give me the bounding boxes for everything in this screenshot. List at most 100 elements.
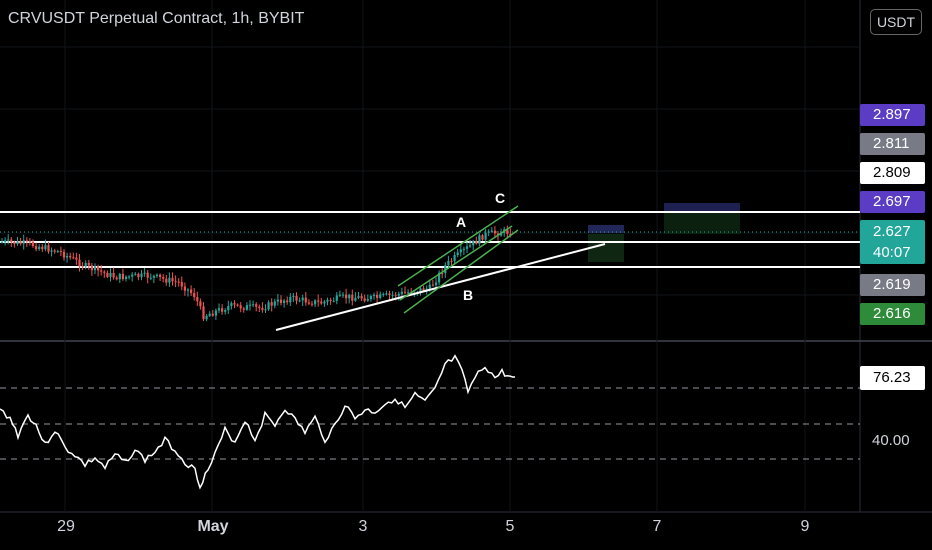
candle-body bbox=[112, 272, 115, 278]
candle-body bbox=[310, 303, 314, 305]
candle-body bbox=[379, 294, 382, 298]
candle-body bbox=[205, 315, 208, 320]
candle-body bbox=[376, 294, 379, 298]
projection-box-2[interactable] bbox=[588, 234, 624, 262]
candle-body bbox=[444, 265, 447, 273]
price-tag-2616: 2.616 bbox=[860, 303, 925, 325]
candle-body bbox=[372, 294, 376, 297]
candle-body bbox=[329, 299, 332, 301]
candle-body bbox=[81, 266, 84, 268]
candle-body bbox=[283, 300, 286, 304]
candle-body bbox=[239, 305, 242, 309]
projection-box-1[interactable] bbox=[588, 225, 624, 233]
candle-body bbox=[128, 276, 131, 278]
candle-body bbox=[69, 255, 72, 258]
candle-body bbox=[25, 240, 28, 242]
candle-body bbox=[431, 284, 434, 286]
candle-body bbox=[224, 310, 227, 312]
candle-body bbox=[171, 277, 174, 282]
candle-body bbox=[286, 300, 289, 303]
projection-box-4[interactable] bbox=[664, 212, 740, 234]
candle-body bbox=[307, 302, 310, 304]
candle-body bbox=[338, 294, 341, 296]
candle-body bbox=[0, 241, 4, 243]
candle-body bbox=[509, 233, 512, 236]
candle-body bbox=[28, 241, 31, 243]
candle-body bbox=[230, 303, 233, 307]
candle-body bbox=[75, 257, 78, 260]
candles bbox=[0, 225, 512, 322]
candle-body bbox=[245, 305, 248, 310]
candle-body bbox=[196, 297, 199, 302]
candle-body bbox=[13, 242, 16, 244]
time-tick-7: 7 bbox=[652, 518, 662, 535]
channel-line-upper[interactable] bbox=[397, 205, 519, 287]
candle-body bbox=[221, 308, 224, 312]
candle-body bbox=[317, 300, 320, 302]
candle-body bbox=[16, 241, 19, 244]
candle-body bbox=[47, 245, 50, 252]
candle-body bbox=[177, 281, 180, 283]
price-tag-2811: 2.811 bbox=[860, 133, 925, 155]
candle-body bbox=[227, 306, 230, 311]
candle-body bbox=[335, 295, 338, 301]
candle-body bbox=[391, 294, 394, 296]
candle-body bbox=[183, 286, 186, 291]
candle-body bbox=[152, 275, 155, 278]
channel-line-lower[interactable] bbox=[403, 229, 519, 314]
rsi-value-tag: 76.23 bbox=[860, 366, 925, 390]
candle-body bbox=[345, 294, 348, 299]
projection-box-3[interactable] bbox=[664, 203, 740, 212]
candle-body bbox=[248, 304, 252, 306]
candle-body bbox=[332, 300, 335, 302]
candle-body bbox=[162, 276, 165, 279]
wave-label-a[interactable]: A bbox=[456, 214, 467, 230]
wave-label-b[interactable]: B bbox=[463, 287, 474, 303]
rsi-line bbox=[0, 354, 515, 490]
candle-body bbox=[190, 289, 193, 294]
candle-body bbox=[276, 299, 279, 302]
candle-body bbox=[264, 309, 267, 311]
grid bbox=[0, 0, 860, 512]
candle-body bbox=[441, 272, 444, 274]
candle-body bbox=[233, 303, 236, 305]
price-tag-2619: 2.619 bbox=[860, 274, 925, 296]
candle-body bbox=[459, 249, 462, 253]
candle-body bbox=[131, 274, 134, 277]
candle-body bbox=[462, 248, 465, 250]
candle-body bbox=[475, 240, 478, 244]
candle-body bbox=[10, 239, 13, 243]
candle-body bbox=[90, 265, 93, 271]
candle-body bbox=[369, 296, 372, 300]
time-tick-29: 29 bbox=[57, 518, 75, 535]
candle-body bbox=[109, 272, 112, 277]
candle-body bbox=[422, 288, 425, 291]
candle-body bbox=[428, 284, 431, 289]
candle-body bbox=[469, 245, 472, 247]
price-tag-2697: 2.697 bbox=[860, 191, 925, 213]
currency-button[interactable]: USDT bbox=[870, 9, 922, 35]
candle-body bbox=[394, 294, 397, 296]
candle-body bbox=[490, 230, 493, 232]
candle-body bbox=[214, 310, 217, 316]
wave-label-c[interactable]: C bbox=[495, 190, 506, 206]
candle-body bbox=[289, 296, 292, 303]
candle-body bbox=[56, 251, 59, 253]
candle-body bbox=[242, 308, 245, 310]
candle-body bbox=[59, 251, 62, 253]
candle-body bbox=[159, 274, 162, 277]
candle-body bbox=[323, 301, 326, 304]
candle-body bbox=[301, 297, 304, 301]
candle-body bbox=[366, 299, 369, 301]
candle-body bbox=[93, 266, 97, 271]
candle-body bbox=[31, 241, 35, 247]
candle-body bbox=[493, 230, 496, 234]
candle-body bbox=[137, 273, 140, 278]
candle-body bbox=[255, 304, 258, 307]
candle-body bbox=[143, 272, 146, 274]
candle-body bbox=[292, 295, 295, 297]
channel-line-middle[interactable] bbox=[399, 225, 513, 301]
candle-body bbox=[100, 270, 103, 272]
candle-body bbox=[4, 240, 7, 242]
